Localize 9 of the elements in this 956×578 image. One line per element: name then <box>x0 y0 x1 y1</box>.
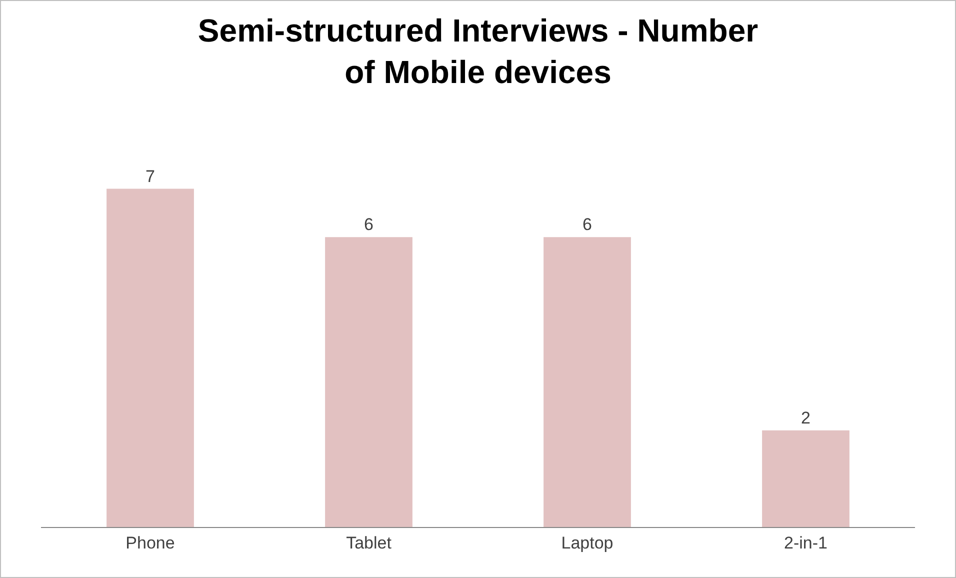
data-label: 2 <box>801 408 810 428</box>
x-tick-label: Tablet <box>346 533 392 552</box>
x-tick-label: Laptop <box>561 533 614 552</box>
x-tick-label: 2-in-1 <box>784 533 828 552</box>
data-label: 6 <box>364 215 374 234</box>
data-label: 7 <box>146 166 155 186</box>
chart-title: Semi-structured Interviews - Number of Mobile devices <box>198 12 758 90</box>
data-label: 6 <box>582 215 592 234</box>
x-tick-label: Phone <box>126 533 175 552</box>
